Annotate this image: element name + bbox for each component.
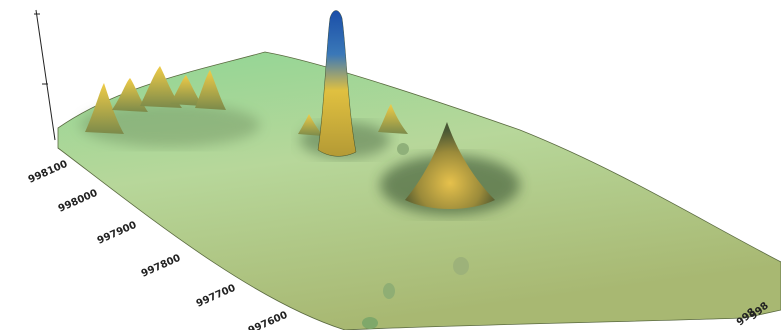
y-tick-label: 997900 xyxy=(96,220,139,247)
small-front-bump-b xyxy=(383,283,395,299)
small-peak-left-of-spike xyxy=(298,114,323,136)
left-cluster-peak-c xyxy=(140,66,182,108)
y-tick-label: 997800 xyxy=(140,253,183,280)
small-front-bump-c xyxy=(362,317,378,329)
left-cluster-peak-d xyxy=(170,75,203,106)
peaks xyxy=(85,10,495,329)
y-tick-label: 998100 xyxy=(27,159,70,186)
small-front-bump-a xyxy=(453,257,469,275)
left-cluster-peak-e xyxy=(195,70,226,110)
small-mid-peak xyxy=(378,104,408,134)
tallest-peak xyxy=(317,10,357,157)
right-cone-peak xyxy=(405,122,495,209)
left-cluster-peak-a xyxy=(85,83,124,134)
z-axis xyxy=(35,9,56,141)
surface-shade-left xyxy=(80,103,260,147)
y-tick-label: 997600 xyxy=(247,310,290,330)
y-tick-label: 997700 xyxy=(195,283,238,310)
y-tick-label: 998000 xyxy=(57,188,100,215)
small-front-bump-d xyxy=(397,143,409,155)
left-cluster-peak-b xyxy=(112,78,148,112)
